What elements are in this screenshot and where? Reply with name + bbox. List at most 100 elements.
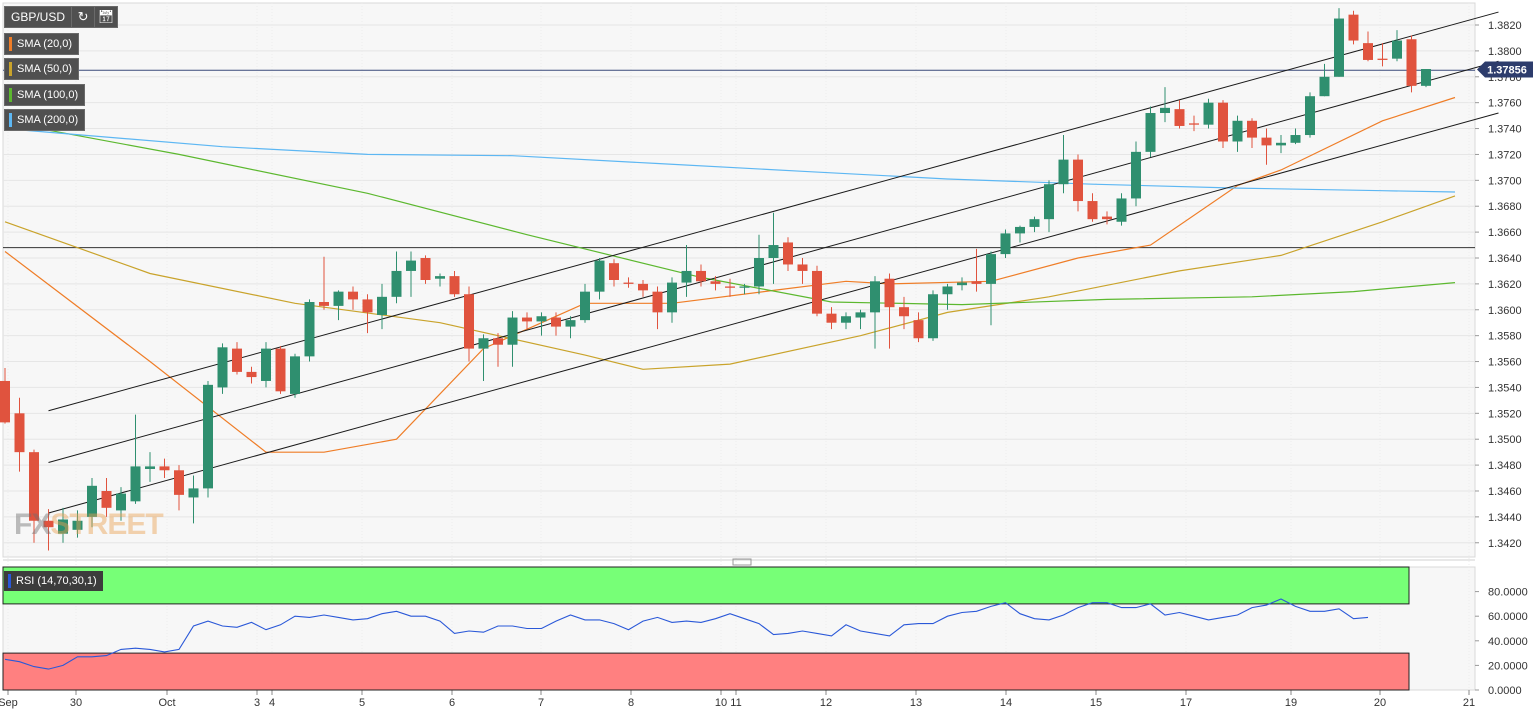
- sma-line: [4, 195, 1456, 370]
- candle: [638, 283, 648, 291]
- y-tick-label: 1.3560: [1488, 357, 1522, 369]
- candle: [72, 520, 83, 530]
- legend-label: SMA (20,0): [17, 38, 73, 50]
- candle: [319, 302, 329, 306]
- candle: [261, 348, 271, 381]
- candle: [841, 316, 851, 323]
- y-tick-label: 1.3420: [1488, 538, 1522, 550]
- current-price-label: 1.37856: [1487, 65, 1527, 77]
- candle: [1000, 233, 1011, 255]
- y-tick-label: 1.3540: [1488, 382, 1522, 394]
- candle: [246, 371, 257, 378]
- candle: [1348, 14, 1359, 41]
- candle: [565, 320, 576, 327]
- refresh-icon[interactable]: ↻: [72, 6, 96, 28]
- candle: [696, 270, 706, 282]
- x-tick-label: 17: [1180, 697, 1192, 709]
- candle: [522, 317, 532, 322]
- channel-line: [48, 112, 1499, 514]
- legend-sma-20[interactable]: SMA (20,0): [4, 33, 80, 55]
- x-tick-label: 19: [1285, 697, 1297, 709]
- x-tick-label: 3: [254, 697, 260, 709]
- candle: [507, 317, 518, 345]
- candle: [812, 270, 822, 314]
- candle: [391, 270, 402, 297]
- legend-sma-200[interactable]: SMA (200,0): [4, 109, 86, 131]
- candle: [1334, 18, 1344, 77]
- y-tick-label: 1.3720: [1488, 149, 1522, 161]
- legend-sma-100[interactable]: SMA (100,0): [4, 84, 86, 106]
- symbol-label[interactable]: GBP/USD: [4, 6, 73, 28]
- candle: [667, 282, 677, 313]
- y-tick-label: 1.3760: [1488, 98, 1522, 110]
- rsi-y-tick-label: 60.0000: [1488, 611, 1528, 623]
- y-tick-label: 1.3820: [1488, 20, 1522, 32]
- x-tick-label: 10: [715, 697, 727, 709]
- candle: [1015, 226, 1025, 234]
- candle: [942, 286, 953, 295]
- candle: [1174, 109, 1185, 126]
- candle: [362, 299, 373, 313]
- y-tick-label: 1.3700: [1488, 175, 1522, 187]
- candle: [1116, 198, 1127, 222]
- candle: [130, 466, 141, 502]
- rsi-y-tick-label: 20.0000: [1488, 660, 1528, 672]
- candle: [609, 263, 619, 280]
- y-tick-label: 1.3620: [1488, 279, 1522, 291]
- x-tick-label: 7: [538, 697, 544, 709]
- legend-sma-50[interactable]: SMA (50,0): [4, 58, 80, 80]
- candle: [145, 466, 155, 469]
- candle: [333, 291, 344, 306]
- legend-swatch: [9, 62, 12, 76]
- x-tick-label: 14: [1000, 697, 1012, 709]
- candle: [1421, 69, 1431, 86]
- candle: [899, 307, 909, 317]
- candle: [623, 282, 634, 284]
- x-tick-label: Sep: [0, 697, 18, 709]
- candle: [1377, 58, 1388, 60]
- candle: [14, 413, 25, 453]
- candle: [580, 291, 590, 321]
- legend-swatch: [9, 88, 12, 102]
- x-tick-label: 12: [820, 697, 832, 709]
- candle: [928, 294, 938, 339]
- channel-line: [48, 11, 1499, 412]
- candle: [217, 347, 228, 388]
- calendar-icon[interactable]: 📅︎: [95, 6, 119, 28]
- rsi-y-tick-label: 0.0000: [1488, 685, 1522, 697]
- candle: [464, 294, 474, 349]
- x-tick-label: 6: [449, 697, 455, 709]
- pane-resize-handle[interactable]: [732, 558, 752, 566]
- candle: [1261, 137, 1272, 146]
- legend-rsi[interactable]: RSI (14,70,30,1): [4, 571, 103, 591]
- legend-label: SMA (100,0): [17, 89, 79, 101]
- candle: [420, 257, 431, 280]
- candle: [29, 452, 39, 521]
- candle: [957, 282, 967, 286]
- candle: [0, 380, 10, 423]
- fxstreet-watermark: FXSTREET: [14, 508, 164, 541]
- sma-line: [4, 121, 1456, 306]
- candle: [1363, 43, 1373, 60]
- candle: [116, 493, 126, 511]
- candle: [1131, 151, 1141, 199]
- candle: [1290, 135, 1301, 143]
- y-tick-label: 1.3740: [1488, 124, 1522, 136]
- y-tick-label: 1.3580: [1488, 331, 1522, 343]
- candle: [681, 270, 692, 283]
- candle: [348, 291, 358, 300]
- candle: [493, 338, 503, 345]
- candle: [768, 245, 779, 258]
- legend-swatch: [8, 574, 11, 588]
- y-tick-label: 1.3660: [1488, 227, 1522, 239]
- sma-line: [4, 128, 1456, 193]
- candle: [232, 348, 242, 372]
- candle: [1305, 96, 1315, 136]
- x-tick-label: 11: [730, 697, 741, 709]
- candle: [1102, 216, 1112, 220]
- legend-label: SMA (200,0): [17, 114, 79, 126]
- candle: [275, 348, 286, 392]
- x-tick-label: 20: [1374, 697, 1386, 709]
- x-tick-label: 13: [910, 697, 922, 709]
